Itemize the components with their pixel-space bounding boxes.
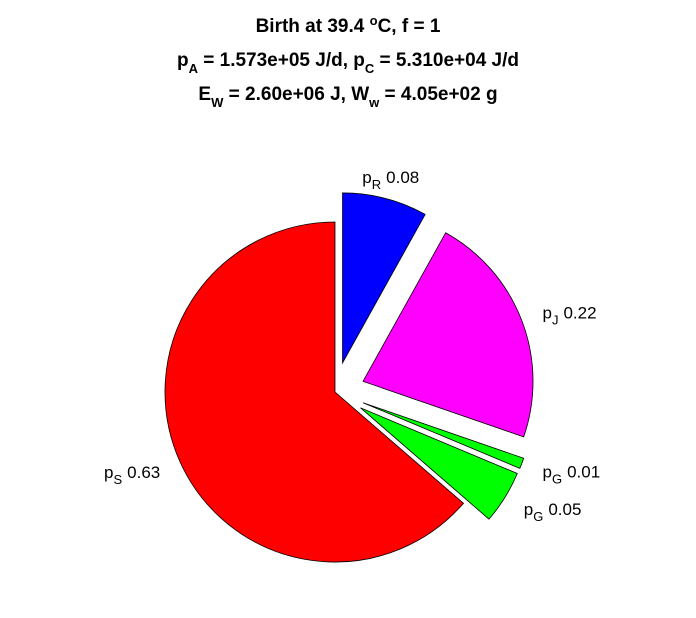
text-run: p: [104, 463, 113, 482]
chart-title-line: EW = 2.60e+06 J, Ww = 4.05e+02 g: [198, 84, 497, 110]
pie-slice: [342, 192, 426, 365]
text-run: = 5.310e+04 J/d: [374, 50, 519, 71]
subscript: G: [533, 509, 543, 524]
text-run: p: [542, 304, 551, 323]
slice-value: 0.05: [548, 500, 581, 519]
text-run: C, f = 1: [378, 16, 441, 37]
slice-label: pS 0.63: [104, 463, 160, 487]
text-run: Birth at 39.4: [256, 16, 370, 37]
subscript: R: [372, 177, 381, 192]
text-run: = 4.05e+02 g: [379, 84, 497, 105]
slice-label: pR 0.08: [362, 168, 419, 192]
text-run: E: [198, 84, 211, 105]
text-run: p: [524, 500, 533, 519]
slice-value: 0.22: [563, 304, 596, 323]
pie-slice: [360, 407, 518, 520]
text-run: p: [362, 168, 371, 187]
slice-label: pG 0.05: [524, 500, 582, 524]
slice-value: 0.08: [386, 168, 419, 187]
slice-value: 0.63: [127, 463, 160, 482]
subscript: C: [365, 61, 375, 76]
slice-label: pG 0.01: [542, 462, 600, 486]
chart-title-line: Birth at 39.4 oC, f = 1: [256, 13, 441, 37]
pie-slice: [362, 232, 534, 438]
pie-slice: [362, 402, 525, 469]
subscript: A: [189, 61, 199, 76]
subscript: W: [211, 95, 224, 110]
text-run: = 2.60e+06 J, W: [223, 84, 369, 105]
text-run: = 1.573e+05 J/d, p: [198, 50, 365, 71]
subscript: J: [552, 313, 559, 328]
text-run: p: [177, 50, 189, 71]
chart-title-line: pA = 1.573e+05 J/d, pC = 5.310e+04 J/d: [177, 50, 519, 76]
slice-value: 0.01: [567, 462, 600, 481]
subscript: S: [113, 472, 122, 487]
subscript: G: [552, 471, 562, 486]
text-run: p: [542, 462, 551, 481]
pie-slice: [164, 221, 465, 563]
subscript: w: [368, 95, 380, 110]
supscript: o: [370, 13, 378, 28]
slice-label: pJ 0.22: [542, 304, 596, 328]
